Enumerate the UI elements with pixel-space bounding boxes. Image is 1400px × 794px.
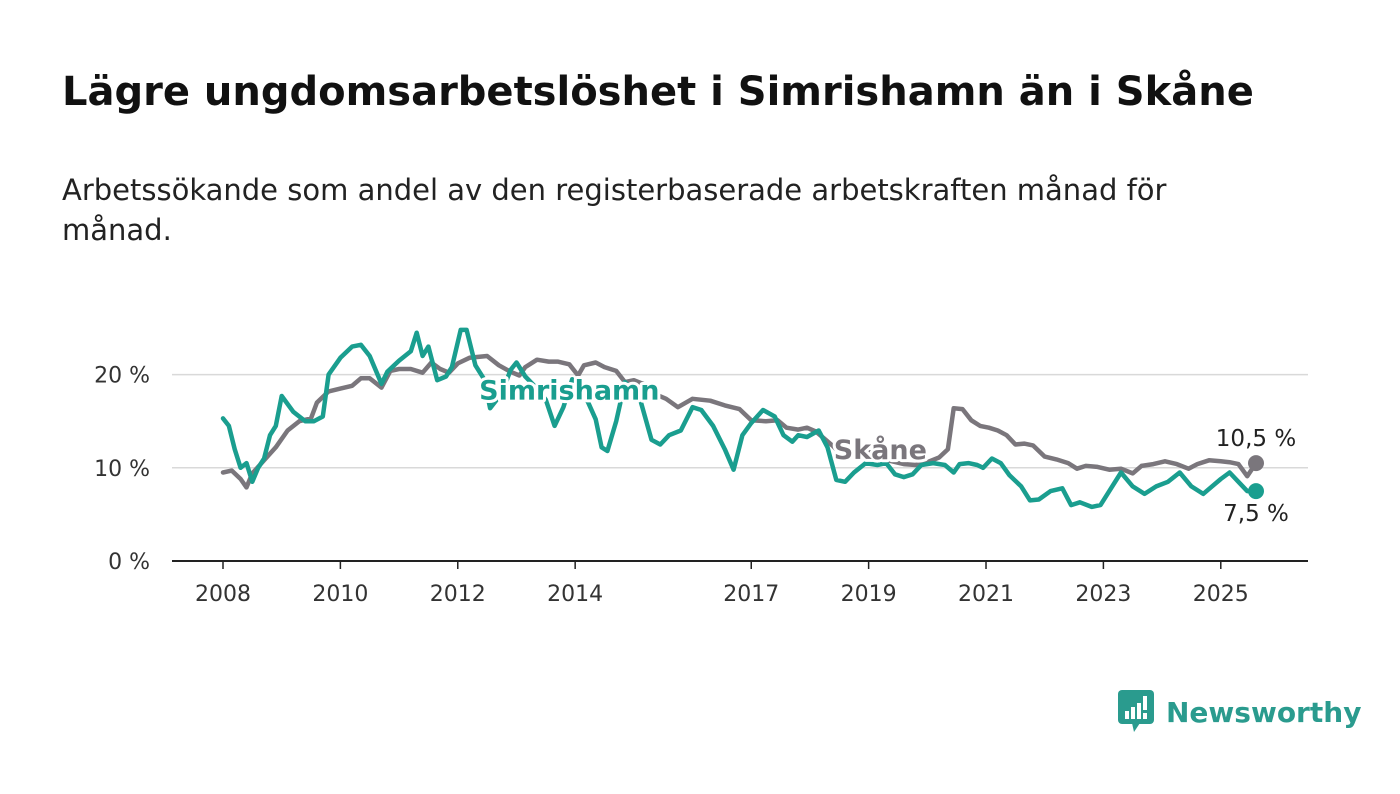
chart-subtitle: Arbetssökande som andel av den registerb… bbox=[62, 173, 1167, 247]
series-name-skåne: Skåne bbox=[834, 434, 927, 466]
end-value-skåne: 10,5 % bbox=[1216, 426, 1296, 452]
x-axis: 2008 2010 2012 2014 2017 2019 2021 2023 2025 bbox=[172, 560, 1308, 607]
series-name-simrishamn: Simrishamn bbox=[479, 376, 659, 407]
end-point-simrishamn bbox=[1248, 483, 1264, 500]
newsworthy-logo-icon bbox=[1118, 690, 1154, 732]
x-tick-label: 2012 bbox=[430, 582, 486, 607]
y-axis: 0 % 10 % 20 % bbox=[94, 364, 150, 575]
x-tick-label: 2025 bbox=[1193, 582, 1249, 607]
x-tick-label: 2017 bbox=[723, 582, 779, 607]
newsworthy-brand: Newsworthy bbox=[1118, 690, 1361, 734]
series-lines bbox=[220, 327, 1264, 510]
y-tick-label: 20 % bbox=[94, 364, 150, 389]
x-tick-label: 2010 bbox=[312, 582, 368, 607]
x-tick-label: 2021 bbox=[958, 582, 1014, 607]
end-value-simrishamn: 7,5 % bbox=[1223, 501, 1289, 527]
x-tick-label: 2019 bbox=[841, 582, 897, 607]
y-tick-label: 0 % bbox=[108, 550, 150, 575]
chart-title: Lägre ungdomsarbetslöshet i Simrishamn ä… bbox=[62, 69, 1254, 115]
x-tick-label: 2008 bbox=[195, 582, 251, 607]
x-tick-label: 2023 bbox=[1075, 582, 1131, 607]
brand-name: Newsworthy bbox=[1166, 695, 1362, 729]
series-labels: Skåne 10,5 % Simrishamn 7,5 % bbox=[476, 373, 1296, 528]
y-tick-label: 10 % bbox=[94, 457, 150, 482]
end-point-skåne bbox=[1248, 455, 1264, 472]
x-tick-label: 2014 bbox=[547, 582, 603, 607]
series-line-simrishamn bbox=[220, 327, 1259, 510]
